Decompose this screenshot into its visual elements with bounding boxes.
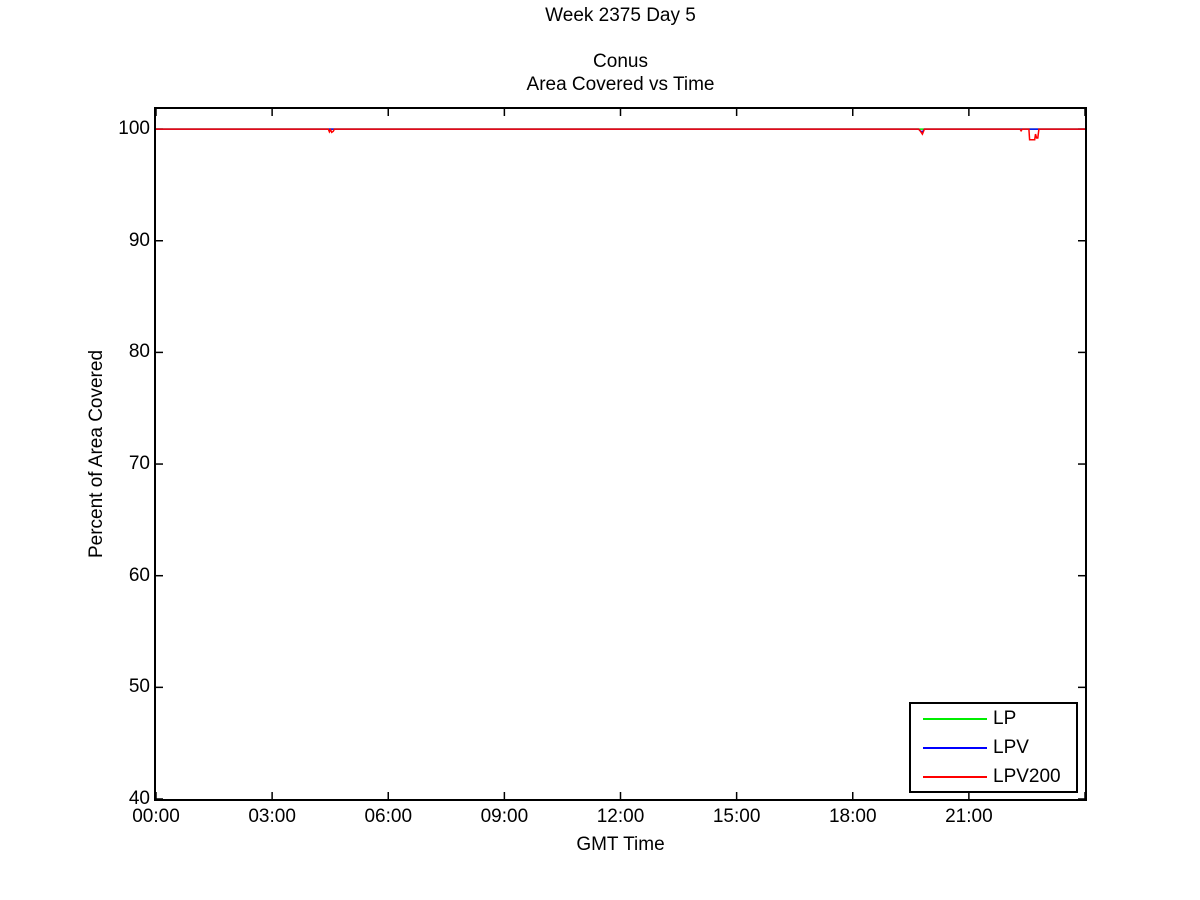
- y-tick-label: 100: [118, 118, 150, 140]
- chart-subtitle-line1: Conus: [593, 51, 648, 72]
- x-tick-label: 18:00: [828, 806, 877, 827]
- legend-label: LPV: [993, 736, 1029, 758]
- x-tick-label: 09:00: [480, 806, 529, 827]
- y-tick-label: 80: [128, 341, 150, 363]
- y-tick-label: 90: [128, 229, 150, 251]
- chart-title: Week 2375 Day 5: [545, 5, 696, 26]
- legend-line-sample: [923, 746, 987, 749]
- legend-entry-lpv200: LPV200: [911, 762, 1076, 791]
- y-tick-label: 50: [128, 676, 150, 698]
- y-tick-label: 70: [128, 453, 150, 475]
- legend-entry-lpv: LPV: [911, 733, 1076, 762]
- legend: LP LPV LPV200: [909, 702, 1078, 793]
- y-axis-label: Percent of Area Covered: [86, 349, 107, 559]
- x-tick-label: 15:00: [712, 806, 761, 827]
- plot-svg: [156, 109, 1085, 799]
- chart-subtitle-line2: Area Covered vs Time: [526, 74, 715, 95]
- x-tick-label: 03:00: [248, 806, 296, 827]
- x-tick-label: 21:00: [945, 806, 993, 827]
- legend-label: LP: [993, 707, 1017, 729]
- y-tick-label: 40: [128, 788, 150, 809]
- chart-subtitle: Conus Area Covered vs Time: [154, 50, 1087, 96]
- x-axis-label: GMT Time: [576, 834, 665, 855]
- x-tick-label: 00:00: [132, 806, 180, 827]
- legend-entry-lp: LP: [911, 704, 1076, 733]
- y-tick-label: 60: [128, 564, 150, 586]
- series-line-lpv200: [156, 127, 1085, 141]
- legend-label: LPV200: [993, 765, 1061, 787]
- plot-area: [154, 107, 1087, 801]
- x-tick-label: 06:00: [364, 806, 413, 827]
- legend-line-sample: [923, 717, 987, 720]
- x-tick-label: 12:00: [596, 806, 645, 827]
- legend-line-sample: [923, 775, 987, 778]
